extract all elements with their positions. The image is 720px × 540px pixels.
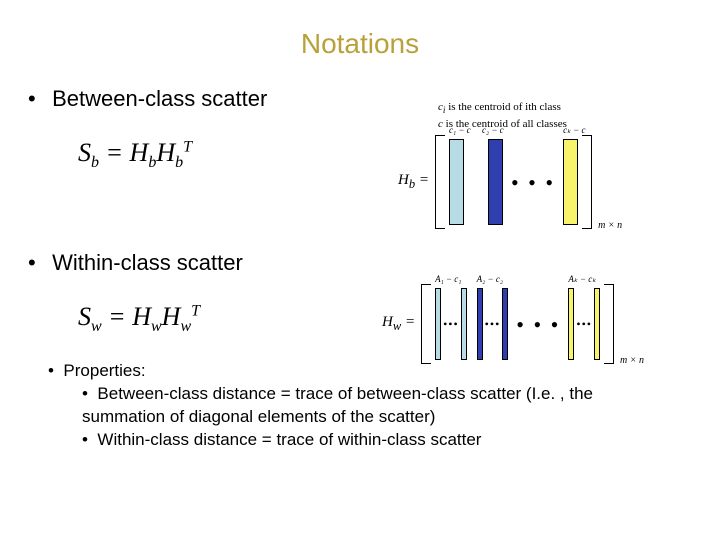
eq-sw-h2-sup: T xyxy=(191,303,200,320)
hw-group-2: A₂ − c₂ ••• xyxy=(477,288,509,360)
hw-g1-ellipsis: ••• xyxy=(442,321,460,327)
properties-block: • Properties: • Between-class distance =… xyxy=(48,360,720,452)
bracket-right-icon xyxy=(604,284,614,364)
hb-col-k-bar xyxy=(563,139,578,225)
eq-sb-h: H xyxy=(130,138,149,167)
eq-sb-h2-sub: b xyxy=(175,154,183,171)
figure-between: ci is the centroid of ith class c is the… xyxy=(398,100,592,229)
hw-group-k-label: Aₖ − cₖ xyxy=(568,274,596,285)
hb-col-2: c₂ − c xyxy=(470,139,503,225)
hb-cols: c₁ − c c₂ − c • • • cₖ − c xyxy=(447,135,580,229)
centroid-note-1: ci is the centroid of ith class xyxy=(438,100,592,117)
eq-sw-lhs-sub: w xyxy=(91,318,102,335)
hb-col-1: c₁ − c xyxy=(449,139,464,225)
bracket-left-icon xyxy=(421,284,431,364)
properties-item-1-text: Between-class distance = trace of betwee… xyxy=(82,384,593,426)
hb-col-1-bar xyxy=(449,139,464,225)
properties-head: Properties: xyxy=(63,361,145,380)
hw-cols: A₁ − c₁ ••• A₂ − c₂ ••• • • • Aₖ − cₖ xyxy=(433,284,602,364)
title-text: Notations xyxy=(301,28,419,59)
hw-ellipsis: • • • xyxy=(514,319,562,330)
bracket-right-icon xyxy=(582,135,592,229)
hw-group-k: Aₖ − cₖ ••• xyxy=(568,288,600,360)
hb-label-eq: = xyxy=(415,172,429,188)
hw-label: Hw = xyxy=(382,314,415,334)
hw-group-2-label: A₂ − c₂ xyxy=(477,274,503,284)
hw-g2-ellipsis: ••• xyxy=(484,321,502,327)
hw-matrix: Hw = A₁ − c₁ ••• A₂ − c₂ ••• • • • xyxy=(382,284,614,364)
hw-gk-bar xyxy=(594,288,600,360)
properties-item-2: • Within-class distance = trace of withi… xyxy=(82,429,680,452)
hw-group-k-cols: ••• xyxy=(568,288,600,360)
hb-col-k-label: cₖ − c xyxy=(563,125,585,136)
eq-sw-h-sub: w xyxy=(151,318,162,335)
hb-ellipsis: • • • xyxy=(509,177,557,188)
hw-group-1: A₁ − c₁ ••• xyxy=(435,288,467,360)
hw-group-1-cols: ••• xyxy=(435,288,467,360)
hw-g2-bar xyxy=(502,288,508,360)
hw-gk-bar xyxy=(568,288,574,360)
hb-col-2-label: c₂ − c xyxy=(482,125,504,135)
eq-sb-lhs-sub: b xyxy=(91,154,99,171)
eq-sw-eq: = xyxy=(102,302,133,331)
bullet-dot: • xyxy=(28,86,46,112)
hb-label: Hb = xyxy=(398,172,429,192)
hw-label-eq: = xyxy=(401,314,415,330)
hw-g1-bar xyxy=(435,288,441,360)
note1-rest: is the centroid of ith class xyxy=(445,101,560,113)
eq-sw-h2-sub: w xyxy=(180,318,191,335)
hw-group-1-label: A₁ − c₁ xyxy=(435,274,461,284)
eq-sw-h2: H xyxy=(162,302,181,331)
hw-label-h: H xyxy=(382,314,393,330)
eq-sb-h2-sup: T xyxy=(183,138,192,155)
hw-g1-bar xyxy=(461,288,467,360)
figure-within: Hw = A₁ − c₁ ••• A₂ − c₂ ••• • • • xyxy=(382,284,614,364)
hb-col-k: cₖ − c xyxy=(563,139,578,225)
properties-item-2-text: Within-class distance = trace of within-… xyxy=(97,430,481,449)
hw-dim: m × n xyxy=(620,355,644,366)
hw-label-sub: w xyxy=(393,319,401,333)
hb-label-h: H xyxy=(398,172,409,188)
bullet-within: • Within-class scatter xyxy=(28,250,720,276)
eq-sb-eq: = xyxy=(99,138,130,167)
eq-sw-lhs: S xyxy=(78,302,91,331)
eq-sw-h: H xyxy=(132,302,151,331)
hw-gk-ellipsis: ••• xyxy=(575,321,593,327)
hb-dim: m × n xyxy=(598,220,622,231)
hb-col-1-label: c₁ − c xyxy=(449,125,471,135)
hb-col-2-bar xyxy=(488,139,503,225)
bullet-between: • Between-class scatter xyxy=(28,86,720,112)
hb-matrix: Hb = c₁ − c c₂ − c • • • cₖ − c m × n xyxy=(398,135,592,229)
eq-sb-lhs: S xyxy=(78,138,91,167)
properties-item-1: • Between-class distance = trace of betw… xyxy=(82,383,680,429)
bracket-left-icon xyxy=(435,135,445,229)
eq-sb-h2: H xyxy=(156,138,175,167)
bullet-between-label: Between-class scatter xyxy=(52,86,267,111)
bullet-dot: • xyxy=(28,250,46,276)
page-title: Notations xyxy=(0,0,720,68)
hw-g2-bar xyxy=(477,288,483,360)
bullet-within-label: Within-class scatter xyxy=(52,250,243,275)
hw-group-2-cols: ••• xyxy=(477,288,509,360)
